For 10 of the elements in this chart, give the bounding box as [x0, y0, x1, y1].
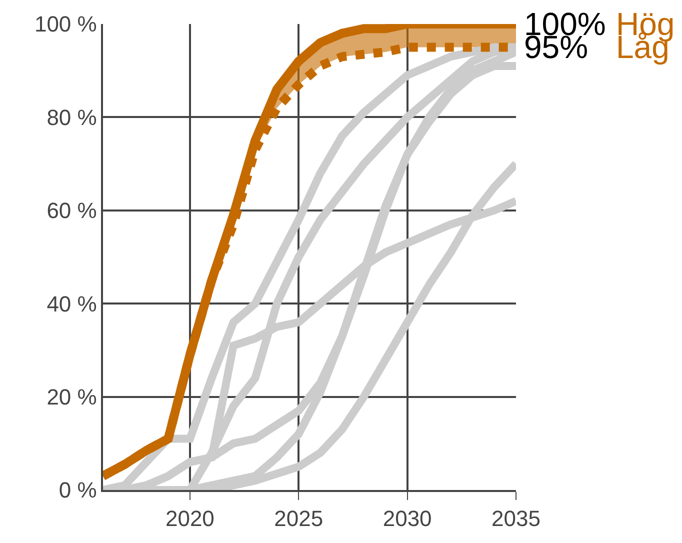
y-tick-label: 20 %: [46, 384, 97, 410]
x-tick-label: 2035: [492, 506, 540, 532]
y-tick-label: 60 %: [46, 198, 97, 224]
y-tick-label: 0 %: [58, 478, 97, 503]
y-tick-label: 40 %: [46, 291, 97, 316]
y-tick-label: 80 %: [46, 104, 97, 130]
x-tick-label: 2020: [165, 506, 214, 532]
y-tick-label: 100 %: [34, 12, 97, 37]
x-tick-label: 2030: [382, 506, 432, 532]
x-tick-label: 2025: [274, 506, 324, 532]
